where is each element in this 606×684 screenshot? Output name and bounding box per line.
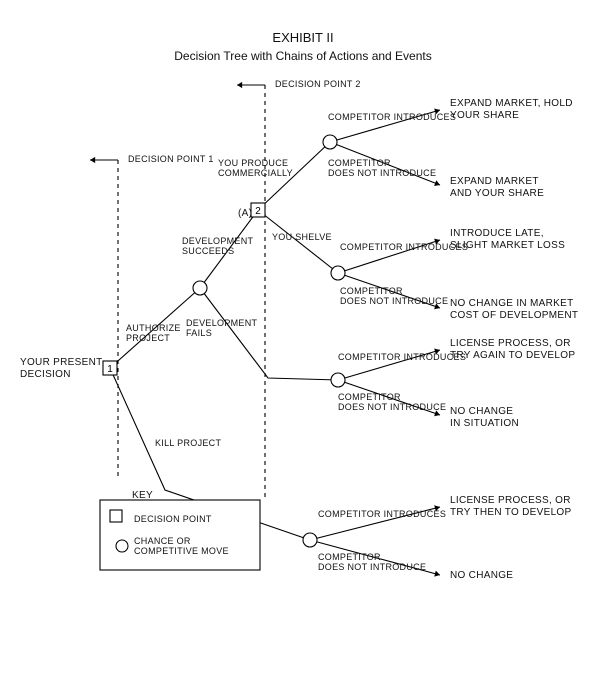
- edge-label: AUTHORIZE PROJECT: [126, 323, 181, 344]
- outcome-label: EXPAND MARKET AND YOUR SHARE: [450, 176, 544, 199]
- edge-label: COMPETITOR DOES NOT INTRODUCE: [338, 392, 446, 413]
- key-title: KEY: [132, 490, 153, 502]
- outcome-label: NO CHANGE: [450, 570, 513, 582]
- outcome-label: LICENSE PROCESS, OR TRY AGAIN TO DEVELOP: [450, 338, 575, 361]
- outcome-label: INTRODUCE LATE, SLIGHT MARKET LOSS: [450, 228, 565, 251]
- edge-label: COMPETITOR INTRODUCES: [340, 242, 468, 252]
- edge-label: COMPETITOR DOES NOT INTRODUCE: [328, 158, 436, 179]
- edge-label: COMPETITOR INTRODUCES: [318, 509, 446, 519]
- a-marker: (A): [238, 208, 252, 220]
- dp-header: DECISION POINT 2: [275, 79, 361, 89]
- edge-label: KILL PROJECT: [155, 438, 221, 448]
- edge-label: COMPETITOR INTRODUCES: [328, 112, 456, 122]
- outcome-label: NO CHANGE IN MARKET COST OF DEVELOPMENT: [450, 298, 578, 321]
- svg-text:2: 2: [255, 206, 261, 217]
- edge-label: COMPETITOR DOES NOT INTRODUCE: [318, 552, 426, 573]
- edge-label: COMPETITOR DOES NOT INTRODUCE: [340, 286, 448, 307]
- svg-text:1: 1: [107, 364, 113, 375]
- outcome-label: NO CHANGE IN SITUATION: [450, 406, 519, 429]
- decision-tree-diagram: { "canvas":{"w":606,"h":684,"bg":"#fffff…: [0, 0, 606, 684]
- dp-header: DECISION POINT 1: [128, 154, 214, 164]
- key-item: DECISION POINT: [134, 514, 212, 524]
- edge-label: YOU SHELVE: [272, 232, 332, 242]
- root-label: YOUR PRESENT DECISION: [20, 357, 103, 380]
- edge-label: COMPETITOR INTRODUCES: [338, 352, 466, 362]
- outcome-label: EXPAND MARKET, HOLD YOUR SHARE: [450, 98, 573, 121]
- edge-label: DEVELOPMENT FAILS: [186, 318, 257, 339]
- edge-label: YOU PRODUCE COMMERCIALLY: [218, 158, 293, 179]
- outcome-label: LICENSE PROCESS, OR TRY THEN TO DEVELOP: [450, 495, 571, 518]
- key-item: CHANCE OR COMPETITIVE MOVE: [134, 536, 229, 557]
- edge-label: DEVELOPMENT SUCCEEDS: [182, 236, 253, 257]
